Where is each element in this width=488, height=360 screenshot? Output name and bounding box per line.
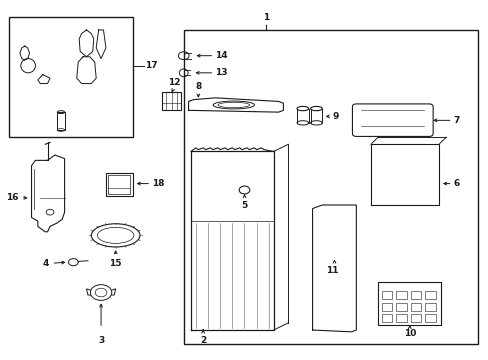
Text: 4: 4 (42, 260, 49, 269)
Text: 16: 16 (6, 193, 19, 202)
Text: 6: 6 (453, 179, 459, 188)
Bar (410, 303, 421, 311)
Polygon shape (312, 205, 356, 332)
Bar (9, 18, 132, 137)
Text: 12: 12 (167, 78, 180, 87)
Bar (410, 314, 421, 322)
Polygon shape (31, 155, 64, 232)
Bar (162, 93, 181, 111)
Bar (381, 292, 391, 299)
Text: 10: 10 (403, 329, 415, 338)
Polygon shape (370, 144, 438, 205)
Bar (108, 175, 130, 194)
Bar (377, 282, 441, 325)
Text: 5: 5 (241, 202, 247, 211)
Bar (395, 303, 406, 311)
Text: 9: 9 (331, 112, 338, 121)
Bar (425, 303, 435, 311)
Bar (106, 173, 132, 196)
Bar (183, 30, 477, 344)
Text: 13: 13 (215, 68, 227, 77)
Text: 2: 2 (200, 336, 206, 345)
Bar (410, 292, 421, 299)
Text: 17: 17 (144, 61, 157, 70)
Bar (395, 292, 406, 299)
Text: 3: 3 (98, 336, 104, 345)
Text: 15: 15 (109, 258, 122, 267)
Bar (395, 314, 406, 322)
Bar (425, 314, 435, 322)
Bar (381, 303, 391, 311)
Text: 1: 1 (263, 13, 269, 22)
Bar (381, 314, 391, 322)
Text: 11: 11 (325, 266, 338, 275)
Polygon shape (191, 152, 273, 330)
Polygon shape (188, 98, 283, 112)
Text: 8: 8 (195, 82, 201, 91)
Text: 7: 7 (453, 116, 459, 125)
Bar (425, 292, 435, 299)
Text: 14: 14 (215, 51, 227, 60)
Text: 18: 18 (152, 179, 164, 188)
